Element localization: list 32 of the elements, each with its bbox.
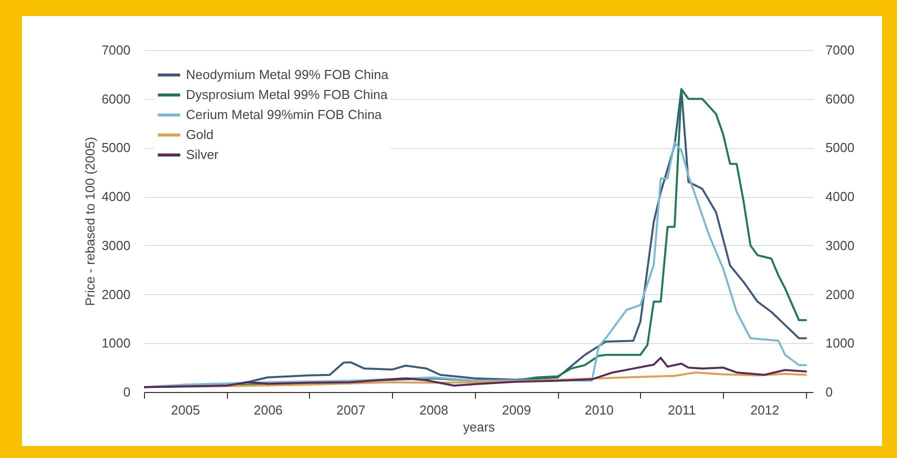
legend-label: Silver xyxy=(186,147,220,162)
x-tick-label: 2011 xyxy=(668,402,696,418)
legend-label: Gold xyxy=(186,127,214,142)
legend-label: Neodymium Metal 99% FOB China xyxy=(186,67,390,82)
y2-tick-label: 1000 xyxy=(826,336,854,351)
x-axis-title: years xyxy=(463,420,496,434)
legend-label: Cerium Metal 99%min FOB China xyxy=(186,107,383,122)
x-tick-label: 2012 xyxy=(750,402,780,418)
x-tick-label: 2008 xyxy=(419,402,448,418)
x-tick-label: 2005 xyxy=(171,402,200,418)
y-tick-label: 7000 xyxy=(102,42,130,58)
y2-tick-label: 6000 xyxy=(826,91,854,106)
y2-tick-label: 5000 xyxy=(826,140,854,156)
y-tick-label: 2000 xyxy=(102,286,130,302)
y2-tick-label: 0 xyxy=(826,384,833,400)
line-series xyxy=(144,356,807,388)
y-tick-label: 0 xyxy=(123,384,130,400)
y2-tick-label: 7000 xyxy=(826,42,854,58)
x-tick-label: 2009 xyxy=(502,402,531,418)
y-tick-label: 6000 xyxy=(102,91,130,106)
y-tick-label: 4000 xyxy=(102,189,130,204)
legend-label: Dysprosium Metal 99% FOB China xyxy=(186,87,388,102)
x-tick-label: 2010 xyxy=(584,402,614,418)
y-tick-label: 3000 xyxy=(102,238,130,253)
y2-tick-label: 2000 xyxy=(826,286,854,302)
y-tick-label: 1000 xyxy=(102,336,130,351)
x-tick-label: 2007 xyxy=(336,402,366,418)
y2-tick-label: 4000 xyxy=(826,189,854,204)
x-tick-label: 2006 xyxy=(254,402,283,418)
y-axis-title: Price - rebased to 100 (2005) xyxy=(82,136,98,306)
y2-tick-label: 3000 xyxy=(826,238,854,253)
y-tick-label: 5000 xyxy=(102,140,130,156)
